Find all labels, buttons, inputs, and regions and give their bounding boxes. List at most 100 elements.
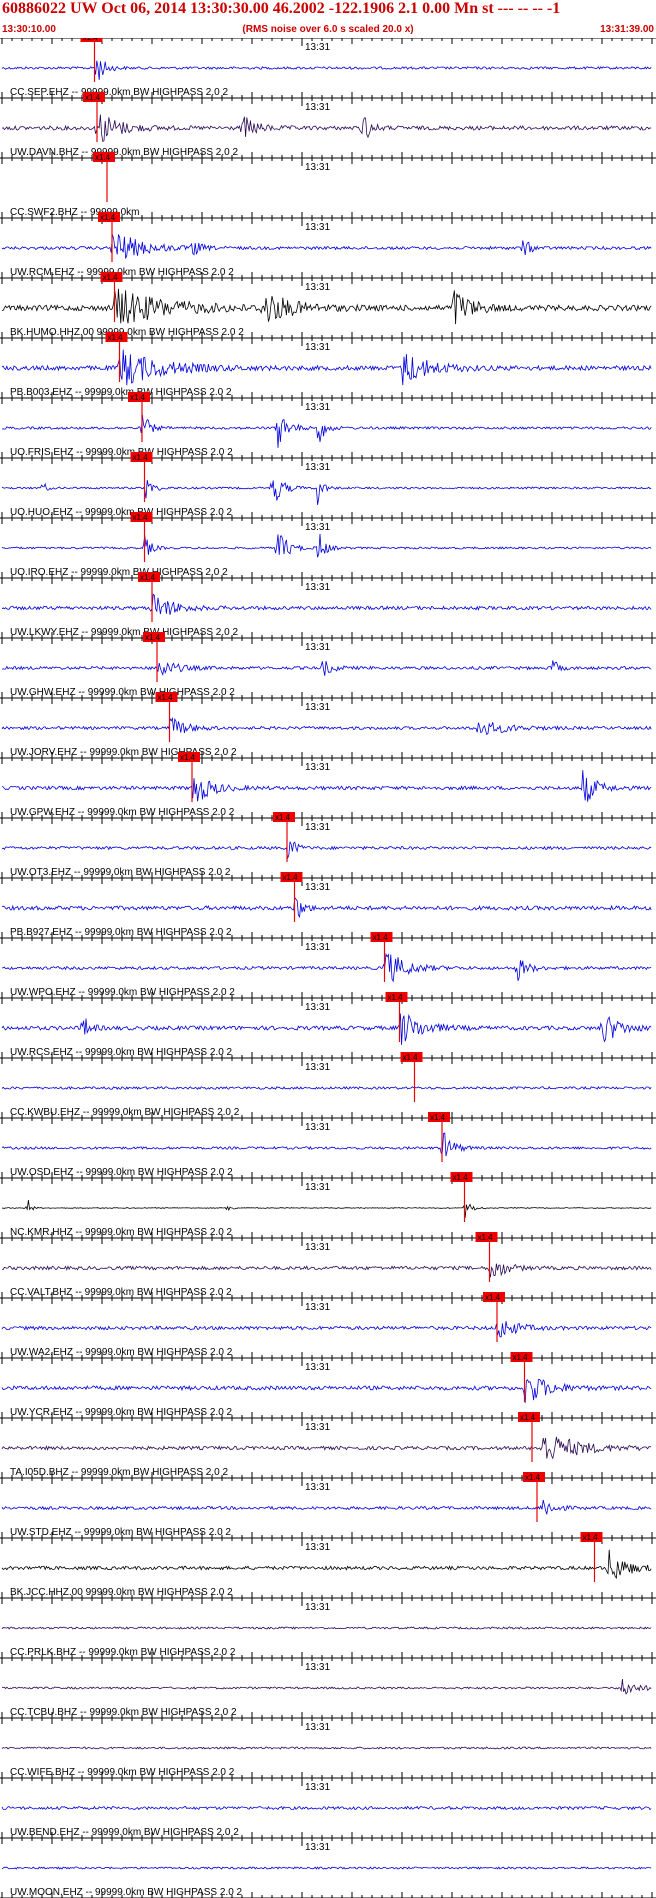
trace-row: 13:31 x1.4 CC.VALT.BHZ -- 99999.0km BW HIG…: [0, 1232, 656, 1298]
station-label: UW.DAVN.BHZ -- 99999.0km BW HIGHPASS 2.0…: [10, 147, 238, 158]
pick-tag: [428, 1112, 450, 1122]
station-label: UW.YCR.EHZ -- 99999.0km BW HIGHPASS 2.0 …: [10, 1407, 233, 1418]
station-label: UW.LKWY.EHZ -- 99999.0km BW HIGHPASS 2.0…: [10, 627, 238, 638]
waveform: [1, 414, 652, 448]
station-label: CC.VALT.BHZ -- 99999.0km BW HIGHPASS 2.0…: [10, 1287, 232, 1298]
pick-label: x1.4: [485, 1293, 501, 1302]
waveform: [1, 533, 652, 558]
waveform: [1, 1436, 652, 1460]
pick-label: x1.4: [525, 1473, 541, 1482]
minute-label: 13:31: [305, 822, 330, 833]
trace-row: 13:31 x1.4 BK.JCC.HHZ.00 99999.0km BW HIGH…: [0, 1532, 656, 1598]
trace-row: 13:31 x1.4 UW.GHW.EHZ -- 99999.0km BW HIGH…: [0, 632, 656, 698]
plot-header: 60886022 UW Oct 06, 2014 13:30:30.00 46.…: [0, 0, 656, 38]
waveform: [1, 1263, 652, 1278]
trace-row: 13:31 UW.MOON.EHZ -- 99999.0km BW HIGHPAS…: [0, 1837, 656, 1898]
pick-label: x1.4: [100, 213, 116, 222]
waveform: [1, 1626, 652, 1630]
minute-label: 13:31: [305, 1242, 330, 1253]
trace-row: 13:31 CC.PRLK.BHZ -- 99999.0km BW HIGHPAS…: [0, 1597, 656, 1658]
minute-label: 13:31: [305, 282, 330, 293]
waveform: [1, 841, 652, 859]
pick-label: x1.4: [283, 873, 299, 882]
minute-label: 13:31: [305, 102, 330, 113]
pick-tag: [385, 992, 408, 1002]
pick-label: x1.4: [85, 93, 101, 102]
station-label: UW.WA2.EHZ -- 99999.0km BW HIGHPASS 2.0 …: [10, 1347, 233, 1358]
minute-label: 13:31: [305, 42, 330, 53]
trace-row: 13:31 x1.4 UW.WA2.EHZ -- 99999.0km BW HIGH…: [0, 1292, 656, 1358]
pick-tag: [80, 38, 103, 42]
minute-label: 13:31: [305, 1482, 330, 1493]
minute-label: 13:31: [305, 1842, 330, 1853]
minute-label: 13:31: [305, 162, 330, 173]
pick-label: x1.4: [520, 1413, 536, 1422]
minute-label: 13:31: [305, 342, 330, 353]
trace-row: 13:31 x1.4 UW.DAVN.BHZ -- 99999.0km BW HIG…: [0, 92, 656, 158]
trace-row: 13:31 x1.4 CC.SEP.EHZ -- 99999.0km BW HIGH…: [0, 38, 656, 98]
waveform: [1, 770, 652, 802]
pick-tag: [98, 212, 120, 222]
minute-label: 13:31: [305, 1302, 330, 1313]
minute-label: 13:31: [305, 582, 330, 593]
waveform: [1, 233, 652, 259]
pick-label: x1.4: [140, 573, 156, 582]
station-label: UO.FRIS.EHZ -- 99999.0km BW HIGHPASS 2.0…: [10, 447, 233, 458]
pick-label: x1.4: [430, 1113, 446, 1122]
pick-label: x1.4: [130, 393, 146, 402]
minute-label: 13:31: [305, 1362, 330, 1373]
waveform: [1, 1199, 652, 1218]
event-title: 60886022 UW Oct 06, 2014 13:30:30.00 46.…: [2, 0, 561, 17]
waveform: [1, 114, 652, 143]
station-label: UO.HUO.EHZ -- 99999.0km BW HIGHPASS 2.0 …: [10, 507, 233, 518]
trace-row: 13:31 x1.4 CC.SWF2.BHZ -- 99999.0km: [0, 152, 656, 218]
pick-tag: [483, 1292, 505, 1302]
waveform: [1, 1132, 652, 1157]
station-label: NC.KMR.HHZ -- 99999.0km BW HIGHPASS 2.0 …: [10, 1227, 233, 1238]
end-time: 13:31:39.00: [600, 24, 654, 35]
station-label: PB.B003.EHZ -- 99999.0km BW HIGHPASS 2.0…: [10, 387, 232, 398]
pick-tag: [475, 1232, 498, 1242]
pick-label: x1.4: [108, 333, 124, 342]
minute-label: 13:31: [305, 222, 330, 233]
pick-label: x1.4: [95, 153, 111, 162]
trace-row: 13:31 x1.4 PB.B927.EHZ -- 99999.0km BW HIG…: [0, 872, 656, 938]
minute-label: 13:31: [305, 1782, 330, 1793]
pick-label: x1.4: [133, 513, 149, 522]
minute-label: 13:31: [305, 642, 330, 653]
trace-row: 13:31 CC.WIFE.BHZ -- 99999.0km BW HIGHPAS…: [0, 1717, 656, 1778]
minute-label: 13:31: [305, 942, 330, 953]
pick-label: x1.4: [583, 1533, 599, 1542]
pick-label: x1.4: [403, 1053, 419, 1062]
pick-label: x1.4: [478, 1233, 494, 1242]
minute-label: 13:31: [305, 762, 330, 773]
station-label: UW.OSD.EHZ -- 99999.0km BW HIGHPASS 2.0 …: [10, 1167, 233, 1178]
pick-tag: [100, 272, 123, 282]
station-label: UW.STD.EHZ -- 99999.0km BW HIGHPASS 2.0 …: [10, 1527, 231, 1538]
trace-row: 13:31 x1.4 UO.IRO.EHZ -- 99999.0km BW HIGH…: [0, 512, 656, 578]
pick-tag: [178, 752, 200, 762]
minute-label: 13:31: [305, 522, 330, 533]
trace-row: 13:31 x1.4 UO.FRIS.EHZ -- 99999.0km BW HIG…: [0, 392, 656, 458]
waveform: [1, 1321, 652, 1338]
pick-tag: [280, 872, 303, 882]
trace-row: 13:31 x1.4 TA.I05D.BHZ -- 99999.0km BW HIG…: [0, 1412, 656, 1478]
pick-tag: [510, 1352, 533, 1362]
pick-tag: [155, 692, 178, 702]
station-label: UO.IRO.EHZ -- 99999.0km BW HIGHPASS 2.0 …: [10, 567, 228, 578]
trace-row: 13:31 x1.4 UO.HUO.EHZ -- 99999.0km BW HIGH…: [0, 452, 656, 518]
trace-row: 13:31 x1.4 UW.RCS.EHZ -- 99999.0km BW HIGH…: [0, 992, 656, 1058]
minute-label: 13:31: [305, 1002, 330, 1013]
minute-label: 13:31: [305, 702, 330, 713]
waveform: [1, 1085, 652, 1090]
pick-label: x1.4: [133, 453, 149, 462]
pick-tag: [273, 812, 295, 822]
pick-label: x1.4: [275, 813, 291, 822]
pick-tag: [400, 1052, 423, 1062]
trace-row: 13:31 x1.4 UW.YCR.EHZ -- 99999.0km BW HIGH…: [0, 1352, 656, 1418]
station-label: UW.GPW.EHZ -- 99999.0km BW HIGHPASS 2.0 …: [10, 807, 235, 818]
trace-row: 13:31 CC.TCBU.BHZ -- 99999.0km BW HIGHPAS…: [0, 1657, 656, 1718]
station-label: CC.WIFE.BHZ -- 99999.0km BW HIGHPASS 2.0…: [10, 1767, 235, 1778]
